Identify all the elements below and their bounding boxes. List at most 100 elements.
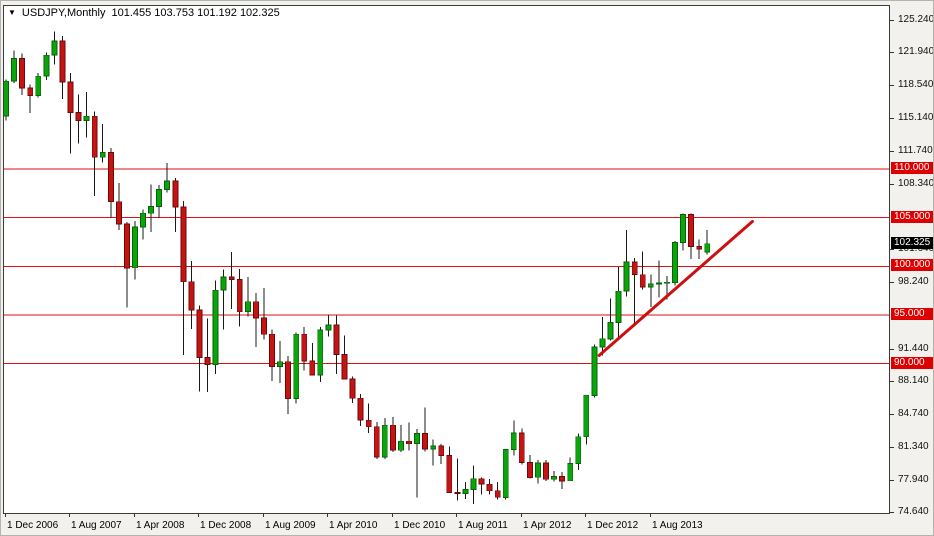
candle-bullish (672, 242, 678, 283)
candle-bullish (51, 40, 58, 56)
y-axis-tick (889, 151, 894, 152)
candle-bullish (655, 282, 662, 285)
candle-bearish (696, 246, 703, 250)
candle-bearish (260, 317, 267, 335)
candle-bearish (19, 58, 26, 89)
y-axis-tick (889, 480, 894, 481)
candle-bullish (623, 261, 630, 292)
candle-bullish (680, 214, 686, 243)
candle-bearish (180, 206, 187, 283)
y-axis-tick (889, 447, 894, 448)
candle-bearish (486, 483, 493, 492)
candle-bullish (663, 281, 670, 284)
candle-bearish (27, 87, 34, 96)
y-axis-tick-label: 118.540 (898, 79, 934, 90)
candle-bearish (67, 81, 74, 113)
candle-bearish (365, 419, 372, 428)
x-axis-tick-label: 1 Aug 2011 (458, 520, 508, 531)
trend-line[interactable] (597, 220, 754, 357)
y-axis-tick-label: 111.740 (898, 145, 933, 156)
y-axis-tick-label: 77.940 (898, 474, 929, 485)
candle-bullish (293, 333, 300, 399)
candle-bearish (75, 112, 82, 121)
candle-bullish (83, 115, 90, 121)
candle-bullish (535, 462, 541, 478)
candle-bearish (236, 279, 243, 313)
candle-bearish (559, 476, 566, 482)
y-axis-tick-label: 121.940 (898, 46, 934, 57)
candle-bullish (470, 478, 477, 491)
candle-bullish (414, 432, 421, 445)
candle-bullish (397, 440, 404, 451)
candle-bearish (349, 378, 356, 399)
y-axis-tick (889, 249, 894, 250)
candle-bearish (526, 462, 533, 478)
candle-bullish (277, 361, 283, 367)
x-axis-tick (134, 514, 135, 517)
candle-bearish (688, 214, 695, 247)
x-axis-tick (198, 514, 199, 517)
x-axis-tick (456, 514, 457, 517)
candle-bullish (164, 180, 171, 190)
x-axis-tick-label: 1 Dec 2008 (200, 520, 252, 531)
y-axis-tick (889, 282, 894, 283)
price-level-label: 100.000 (891, 259, 933, 271)
candle-bullish (148, 206, 155, 214)
candle-bullish (551, 476, 558, 480)
y-axis-tick-label: 98.240 (898, 276, 929, 287)
candle-bearish (357, 397, 364, 421)
x-axis-tick-label: 1 Aug 2007 (71, 520, 122, 531)
candle-bearish (196, 309, 203, 358)
candle-bearish (59, 40, 66, 83)
symbol-dropdown-icon[interactable]: ▼ (8, 7, 16, 17)
candle-bearish (494, 490, 501, 498)
candle-bullish (607, 322, 614, 340)
candle-bullish (510, 432, 517, 450)
candle-bullish (567, 462, 574, 482)
candle-bearish (631, 261, 638, 276)
candle-bearish (478, 478, 485, 485)
candle-bullish (462, 489, 469, 494)
candle-bullish (43, 54, 50, 77)
x-axis-tick (650, 514, 651, 517)
candle-bearish (123, 223, 130, 269)
x-axis[interactable]: 1 Dec 2006 1 Aug 2007 1 Apr 2008 1 Dec 2008… (1, 514, 891, 535)
price-level-label: 90.000 (891, 357, 933, 369)
symbol-timeframe-label: USDJPY,Monthly (21, 6, 106, 19)
price-chart-svg[interactable] (4, 6, 889, 513)
candle-bearish (389, 424, 396, 451)
candle-bearish (373, 426, 380, 458)
candle-bullish (140, 212, 146, 228)
x-axis-tick (392, 514, 393, 517)
y-axis-tick-label: 74.640 (898, 506, 929, 517)
y-axis-tick (889, 52, 894, 53)
candle-bearish (422, 432, 429, 450)
candle-bearish (309, 360, 316, 376)
x-axis-tick-label: 1 Dec 2012 (587, 520, 639, 531)
y-axis-tick-label: 88.140 (898, 375, 929, 386)
candle-bearish (107, 151, 114, 203)
x-axis-tick (327, 514, 328, 517)
candle-bearish (91, 115, 98, 158)
ohlc-header: ▼ USDJPY,Monthly 101.455 103.753 101.192… (8, 6, 280, 19)
candle-bullish (575, 436, 582, 464)
candle-bearish (333, 324, 340, 355)
current-price-label: 102.325 (891, 237, 933, 249)
plot-area[interactable] (3, 5, 890, 514)
candle-bearish (518, 432, 525, 464)
candle-bearish (115, 201, 122, 225)
y-axis-tick-label: 81.340 (898, 441, 929, 452)
candle-bullish (615, 290, 622, 323)
candle-bullish (244, 301, 251, 313)
y-axis-tick (889, 85, 894, 86)
y-axis-tick (889, 20, 894, 21)
candle-bullish (591, 346, 598, 396)
y-axis[interactable]: 125.240 121.940 118.540 115.140 111.740 108.3… (889, 1, 934, 535)
y-axis-tick-label: 115.140 (898, 112, 934, 123)
price-level-label: 110.000 (891, 162, 933, 174)
candle-bearish (454, 491, 461, 494)
candle-bullish (99, 151, 106, 158)
candle-bullish (599, 338, 606, 348)
y-axis-tick (889, 512, 894, 513)
candle-bullish (430, 445, 437, 450)
